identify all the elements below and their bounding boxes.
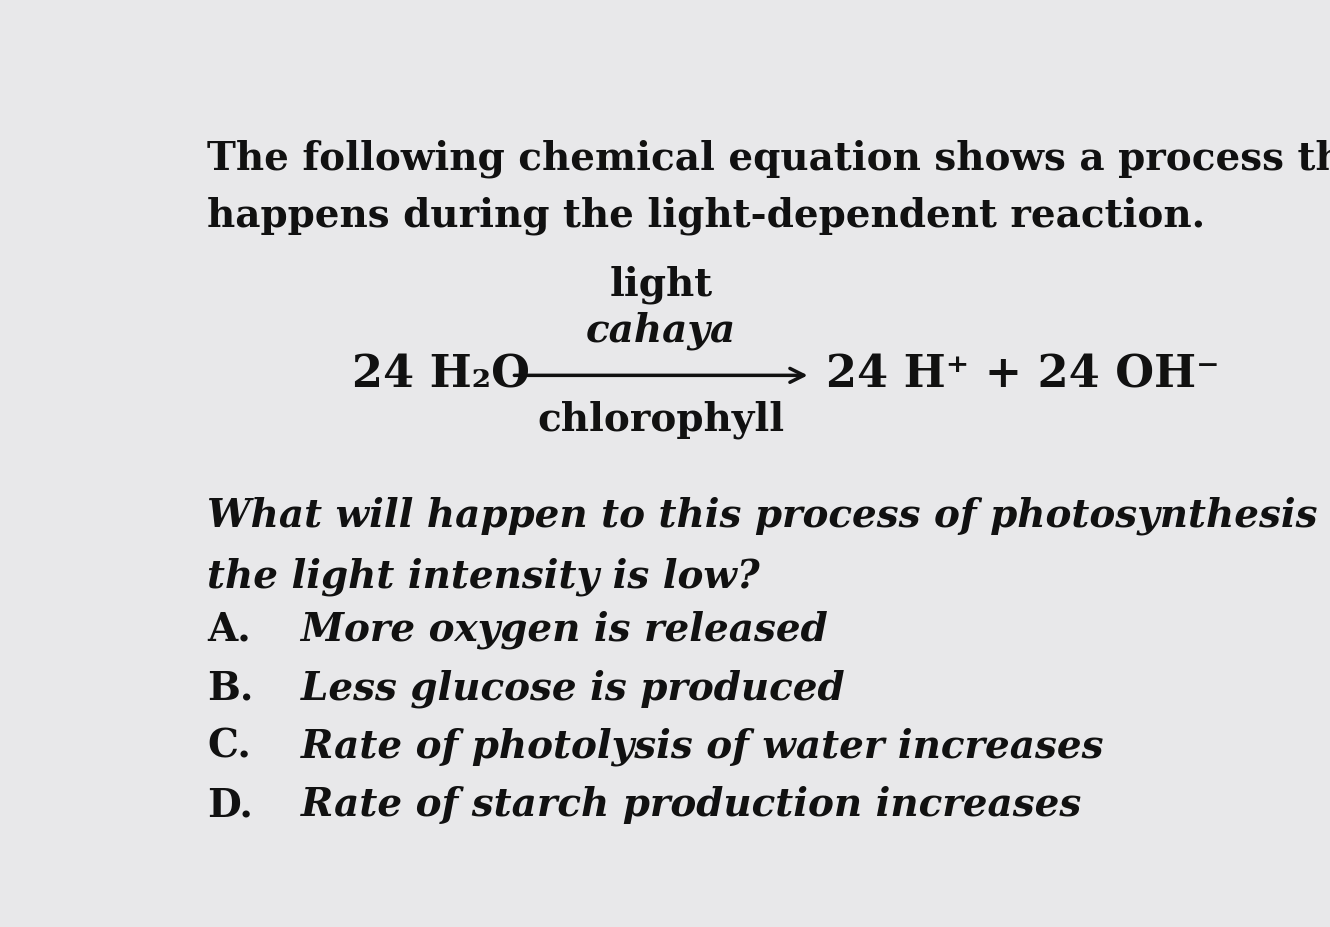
Text: A.: A. — [207, 611, 251, 649]
Text: The following chemical equation shows a process that: The following chemical equation shows a … — [207, 140, 1330, 178]
Text: More oxygen is released: More oxygen is released — [274, 611, 829, 650]
Text: Rate of photolysis of water increases: Rate of photolysis of water increases — [274, 728, 1104, 767]
Text: 24 H⁺ + 24 OH⁻: 24 H⁺ + 24 OH⁻ — [826, 354, 1220, 397]
Text: the light intensity is low?: the light intensity is low? — [207, 557, 761, 596]
Text: cahaya: cahaya — [587, 311, 735, 350]
Text: happens during the light-dependent reaction.: happens during the light-dependent react… — [207, 197, 1205, 235]
Text: C.: C. — [207, 728, 251, 766]
Text: 24 H₂O: 24 H₂O — [351, 354, 529, 397]
Text: chlorophyll: chlorophyll — [537, 400, 785, 438]
Text: Rate of starch production increases: Rate of starch production increases — [274, 786, 1081, 824]
Text: What will happen to this process of photosynthesis if: What will happen to this process of phot… — [207, 497, 1330, 535]
Text: light: light — [609, 265, 713, 304]
Text: Less glucose is produced: Less glucose is produced — [274, 669, 845, 708]
Text: D.: D. — [207, 786, 253, 824]
Text: B.: B. — [207, 669, 254, 707]
